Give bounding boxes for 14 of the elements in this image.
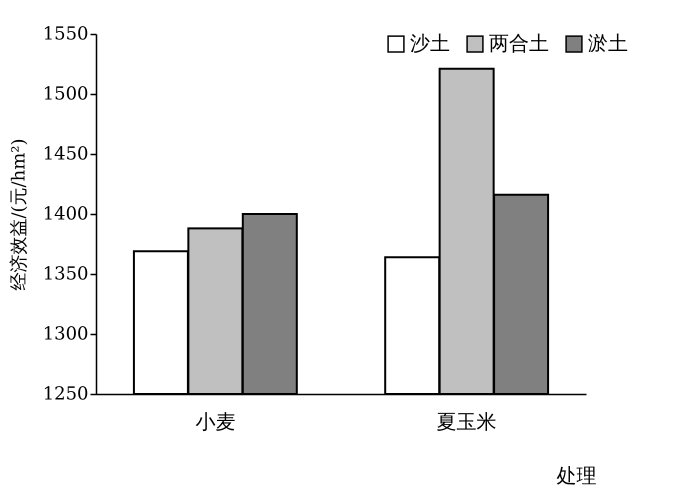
legend-label: 沙土: [410, 31, 450, 56]
y-tick-label: 1550: [42, 24, 88, 44]
legend-label: 淤土: [588, 31, 628, 56]
x-axis-title: 处理: [556, 464, 596, 488]
x-tick-label: 小麦: [195, 410, 236, 434]
y-tick-label: 1500: [42, 84, 88, 104]
y-tick-label: 1250: [42, 384, 88, 404]
y-tick-label: 1300: [42, 324, 88, 344]
y-tick-label: 1400: [42, 204, 88, 224]
y-axis-title: 经济效益/(元/hm²): [8, 138, 30, 291]
legend-label: 两合土: [489, 31, 549, 56]
y-tick-label: 1350: [42, 264, 88, 284]
x-tick-label: 夏玉米: [436, 410, 497, 434]
y-tick-label: 1450: [42, 144, 88, 164]
